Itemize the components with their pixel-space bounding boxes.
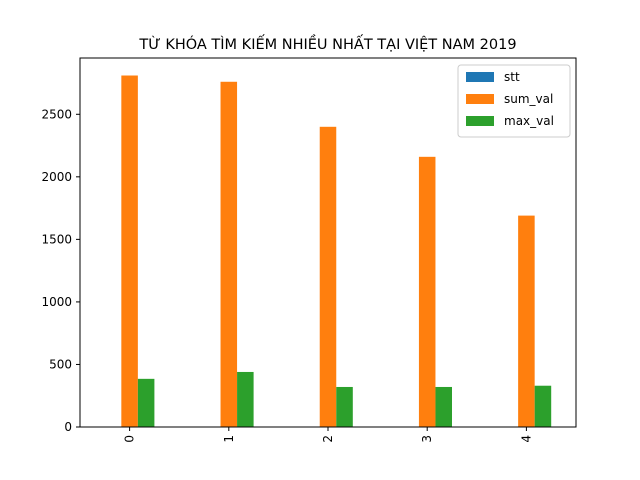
- legend-swatch-max_val: [466, 116, 494, 126]
- legend-label-sum_val: sum_val: [504, 92, 553, 106]
- bars-layer: [121, 75, 552, 428]
- legend-label-max_val: max_val: [504, 114, 554, 128]
- bar-sum_val-1: [220, 81, 238, 428]
- y-tick-label: 0: [64, 420, 72, 434]
- x-tick-label: 3: [420, 435, 434, 443]
- legend-swatch-sum_val: [466, 94, 494, 104]
- x-tick-label: 2: [321, 435, 335, 443]
- bar-max_val-0: [137, 378, 155, 427]
- bar-max_val-1: [237, 371, 254, 427]
- plot-frame: [79, 57, 577, 428]
- y-tick-label: 1000: [41, 295, 72, 309]
- bar-sum_val-2: [319, 126, 337, 428]
- bar-sum_val-4: [518, 215, 535, 427]
- y-tick-label: 500: [49, 357, 72, 371]
- legend-swatch-stt: [466, 72, 494, 82]
- bar-max_val-2: [336, 386, 353, 427]
- y-axis: 0 500 1000 1500 2000 2500: [41, 107, 80, 434]
- legend-label-stt: stt: [504, 70, 520, 84]
- chart-title: TỪ KHÓA TÌM KIẾM NHIỀU NHẤT TẠI VIỆT NAM…: [138, 34, 516, 53]
- x-tick-label: 1: [222, 435, 236, 443]
- x-tick-label: 4: [519, 435, 533, 443]
- y-tick-label: 1500: [41, 232, 72, 246]
- y-tick-label: 2500: [41, 107, 72, 121]
- bar-max_val-4: [534, 385, 552, 427]
- x-axis: 0 1 2 3 4: [123, 427, 533, 443]
- x-tick-label: 0: [123, 435, 137, 443]
- legend: stt sum_val max_val: [457, 64, 571, 138]
- bar-max_val-3: [435, 386, 452, 427]
- bar-sum_val-0: [121, 75, 138, 427]
- bar-sum_val-3: [418, 156, 436, 427]
- y-tick-label: 2000: [41, 170, 72, 184]
